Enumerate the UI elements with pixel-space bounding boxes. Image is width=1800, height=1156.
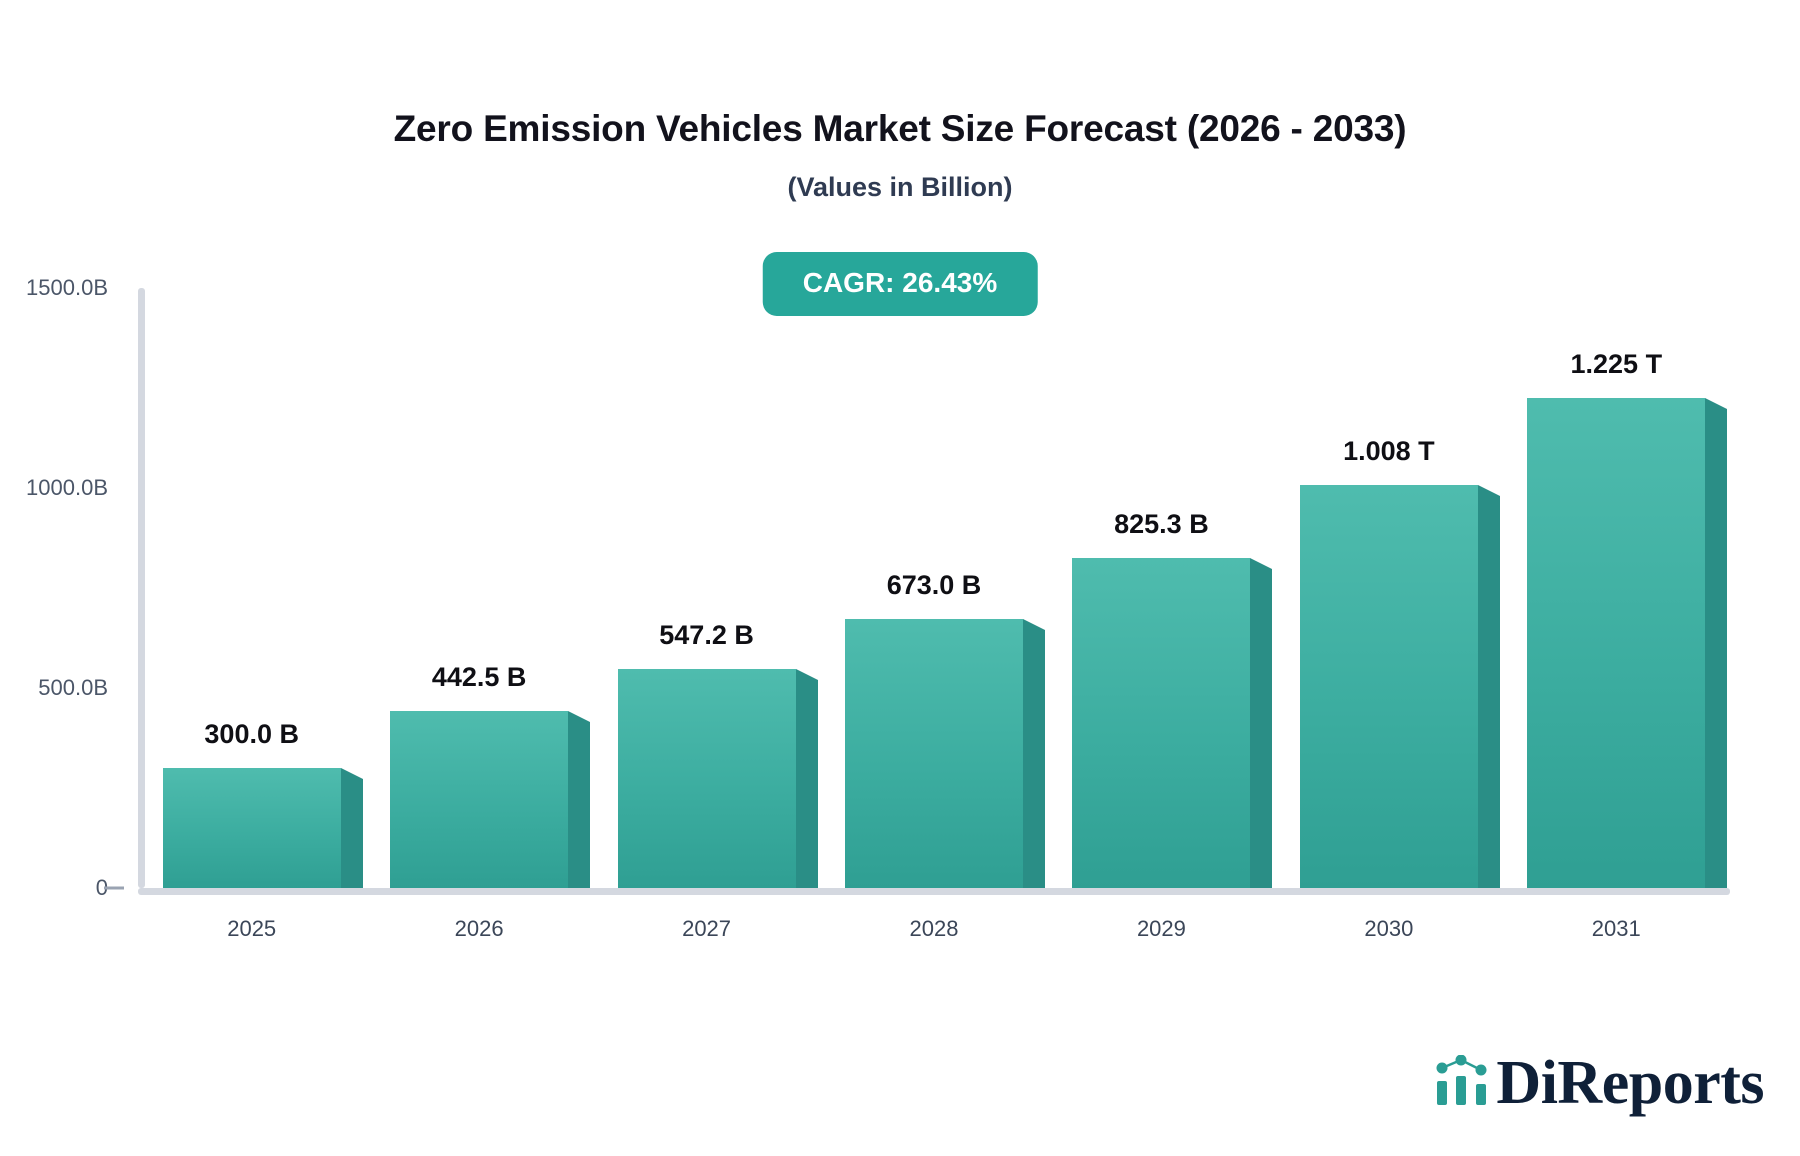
- bar-front-face: [162, 768, 341, 888]
- bar-2029[interactable]: 825.3 B: [1072, 509, 1273, 888]
- bar-side-face: [1250, 568, 1273, 888]
- bar-front-face: [845, 618, 1023, 888]
- bar-front-face: [1072, 557, 1251, 888]
- bar-value-label: 825.3 B: [1114, 508, 1209, 539]
- bar-2026[interactable]: 442.5 B: [390, 662, 591, 888]
- bar-value-label: 1.008 T: [1343, 435, 1435, 466]
- bar-top-face: [1705, 398, 1728, 409]
- x-tick-label: 2026: [454, 916, 504, 941]
- bar-value-label: 547.2 B: [659, 620, 754, 651]
- y-tick-label: 0: [95, 875, 108, 900]
- bar-top-face: [1250, 557, 1273, 569]
- cagr-badge: CAGR: 26.43%: [762, 252, 1038, 316]
- x-axis-line: [138, 888, 1730, 895]
- bar-2030[interactable]: 1.008 T: [1299, 436, 1500, 888]
- bar-top-face: [340, 768, 363, 779]
- plot-area: 0 500.0B 1000.0B 1500.0B 300.0 B 442.5 B 547.…: [26, 275, 1730, 941]
- bar-side-face: [340, 779, 363, 888]
- bar-top-face: [1023, 618, 1045, 630]
- x-tick-label: 2028: [909, 916, 959, 941]
- bar-front-face: [1299, 484, 1478, 888]
- bar-2025[interactable]: 300.0 B: [162, 719, 363, 888]
- y-tick-dash: [104, 886, 124, 890]
- bar-top-face: [795, 669, 818, 681]
- bar-front-face: [1527, 398, 1706, 888]
- bar-side-face: [1023, 629, 1045, 888]
- x-tick-label: 2030: [1364, 916, 1414, 941]
- bar-2027[interactable]: 547.2 B: [617, 620, 818, 888]
- bar-value-label: 1.225 T: [1570, 349, 1663, 379]
- bar-front-face: [617, 669, 796, 888]
- bar-top-face: [568, 711, 591, 722]
- bar-2028[interactable]: 673.0 B: [845, 570, 1045, 888]
- bar-front-face: [390, 711, 569, 888]
- bar-value-label: 442.5 B: [431, 662, 527, 692]
- x-tick-label: 2029: [1136, 916, 1186, 941]
- chart-title: Zero Emission Vehicles Market Size Forec…: [393, 108, 1407, 149]
- y-tick-label: 1000.0B: [26, 475, 108, 500]
- x-tick-label: 2027: [682, 916, 732, 941]
- bar-side-face: [1477, 495, 1500, 888]
- y-axis-line: [138, 288, 145, 888]
- bar-side-face: [568, 722, 591, 888]
- x-tick-label: 2031: [1591, 916, 1641, 941]
- bar-side-face: [1705, 409, 1728, 888]
- bar-value-label: 300.0 B: [204, 719, 299, 749]
- y-tick-label: 500.0B: [38, 675, 108, 700]
- chart-subtitle: (Values in Billion): [787, 172, 1013, 202]
- bar-value-label: 673.0 B: [886, 569, 982, 600]
- bar-top-face: [1477, 484, 1500, 496]
- direports-logo: DiReports: [1434, 1052, 1764, 1114]
- bar-side-face: [795, 680, 818, 888]
- bar-2031[interactable]: 1.225 T: [1527, 349, 1728, 888]
- logo-wordmark: DiReports: [1496, 1049, 1764, 1117]
- x-tick-label: 2025: [227, 916, 277, 941]
- y-tick-label: 1500.0B: [26, 275, 108, 300]
- bar-chart-icon: [1434, 1054, 1490, 1112]
